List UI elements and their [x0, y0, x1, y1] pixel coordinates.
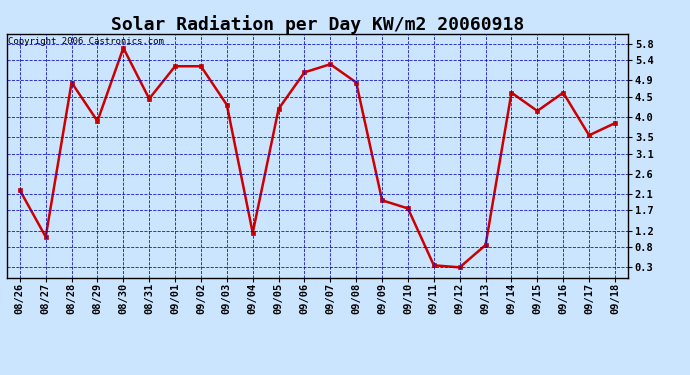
Title: Solar Radiation per Day KW/m2 20060918: Solar Radiation per Day KW/m2 20060918 — [111, 15, 524, 34]
Text: Copyright 2006 Castronics.com: Copyright 2006 Castronics.com — [8, 38, 164, 46]
